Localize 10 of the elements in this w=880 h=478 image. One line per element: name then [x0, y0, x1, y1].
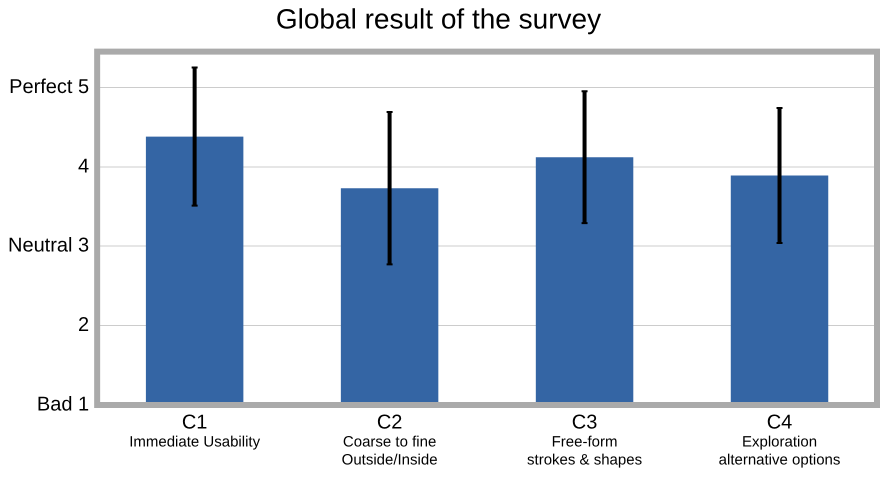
chart-title: Global result of the survey [276, 4, 602, 35]
y-tick-label: Neutral 3 [8, 234, 90, 257]
y-tick-label: Perfect 5 [9, 76, 90, 98]
x-tick-label: C2 Coarse to fine Outside/Inside [342, 412, 438, 469]
x-tick-label: C4 Exploration alternative options [718, 412, 840, 469]
x-tick-label: C1 Immediate Usability [129, 412, 261, 451]
y-tick-label: 2 [78, 314, 90, 336]
y-tick-label: 4 [78, 155, 90, 178]
x-tick-label: C3 Free-form strokes & shapes [527, 412, 642, 469]
y-tick-label: Bad 1 [36, 394, 90, 416]
